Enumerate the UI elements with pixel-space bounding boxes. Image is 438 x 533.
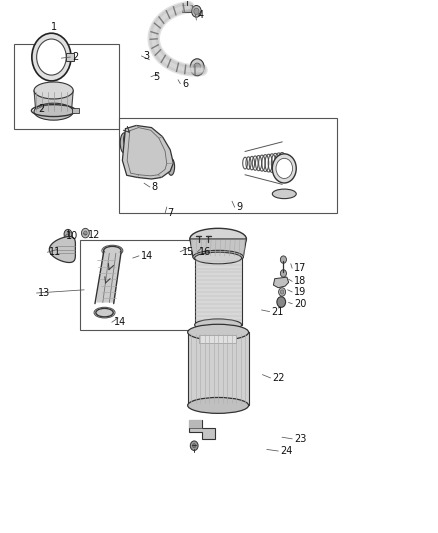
Ellipse shape xyxy=(120,133,128,153)
Ellipse shape xyxy=(190,228,247,249)
Text: 11: 11 xyxy=(49,247,61,257)
Ellipse shape xyxy=(168,158,175,175)
Circle shape xyxy=(194,63,201,71)
Ellipse shape xyxy=(193,251,244,264)
Bar xyxy=(182,5,192,12)
Ellipse shape xyxy=(34,82,73,99)
Text: 4: 4 xyxy=(197,10,203,20)
Ellipse shape xyxy=(194,252,242,264)
Circle shape xyxy=(64,229,72,239)
Ellipse shape xyxy=(124,131,131,147)
Text: 15: 15 xyxy=(182,247,194,257)
Bar xyxy=(14,44,119,128)
Bar xyxy=(72,108,79,114)
Circle shape xyxy=(84,231,87,235)
Circle shape xyxy=(190,441,198,450)
Ellipse shape xyxy=(272,189,296,199)
Circle shape xyxy=(279,288,286,296)
Polygon shape xyxy=(187,332,249,406)
Text: 14: 14 xyxy=(141,251,153,261)
Circle shape xyxy=(192,443,196,448)
Text: 20: 20 xyxy=(294,298,306,309)
Text: 3: 3 xyxy=(143,51,149,61)
Text: 24: 24 xyxy=(280,446,292,456)
Polygon shape xyxy=(96,252,121,303)
Text: 13: 13 xyxy=(39,288,51,298)
Circle shape xyxy=(194,8,199,14)
Circle shape xyxy=(280,270,286,277)
Text: 23: 23 xyxy=(294,434,306,444)
Ellipse shape xyxy=(37,39,66,75)
Polygon shape xyxy=(188,420,215,439)
Polygon shape xyxy=(49,237,75,263)
Text: 7: 7 xyxy=(167,208,173,219)
Circle shape xyxy=(192,5,201,17)
Text: 16: 16 xyxy=(199,247,212,257)
Text: 1: 1 xyxy=(51,22,57,32)
Text: 14: 14 xyxy=(114,317,126,327)
Ellipse shape xyxy=(96,309,113,317)
Circle shape xyxy=(190,59,204,76)
Text: 5: 5 xyxy=(153,71,159,82)
Text: 17: 17 xyxy=(294,263,306,273)
Polygon shape xyxy=(198,335,236,343)
Bar xyxy=(66,53,74,61)
Ellipse shape xyxy=(104,246,121,255)
Circle shape xyxy=(277,297,286,308)
Circle shape xyxy=(280,256,286,263)
Text: 8: 8 xyxy=(152,182,158,192)
Ellipse shape xyxy=(276,158,293,179)
Polygon shape xyxy=(194,258,242,325)
Ellipse shape xyxy=(59,251,73,261)
Text: 2: 2 xyxy=(72,52,78,62)
Polygon shape xyxy=(34,91,73,112)
Text: 18: 18 xyxy=(294,276,306,286)
Ellipse shape xyxy=(194,319,242,330)
Text: 10: 10 xyxy=(66,231,78,241)
Polygon shape xyxy=(190,239,247,257)
Ellipse shape xyxy=(32,33,71,81)
Bar xyxy=(80,240,206,330)
Polygon shape xyxy=(273,277,289,288)
Text: 6: 6 xyxy=(182,78,188,88)
Circle shape xyxy=(81,228,89,238)
Text: 2: 2 xyxy=(39,104,45,114)
Text: 9: 9 xyxy=(237,202,243,212)
Polygon shape xyxy=(188,420,202,427)
Ellipse shape xyxy=(187,324,249,340)
Text: 22: 22 xyxy=(272,373,285,383)
Ellipse shape xyxy=(272,154,296,183)
Circle shape xyxy=(280,290,284,294)
Polygon shape xyxy=(122,125,173,179)
Text: 19: 19 xyxy=(294,287,306,297)
Text: 21: 21 xyxy=(271,306,283,317)
Bar xyxy=(119,118,336,214)
Ellipse shape xyxy=(34,103,73,120)
Text: 12: 12 xyxy=(88,230,101,240)
Ellipse shape xyxy=(187,398,249,414)
